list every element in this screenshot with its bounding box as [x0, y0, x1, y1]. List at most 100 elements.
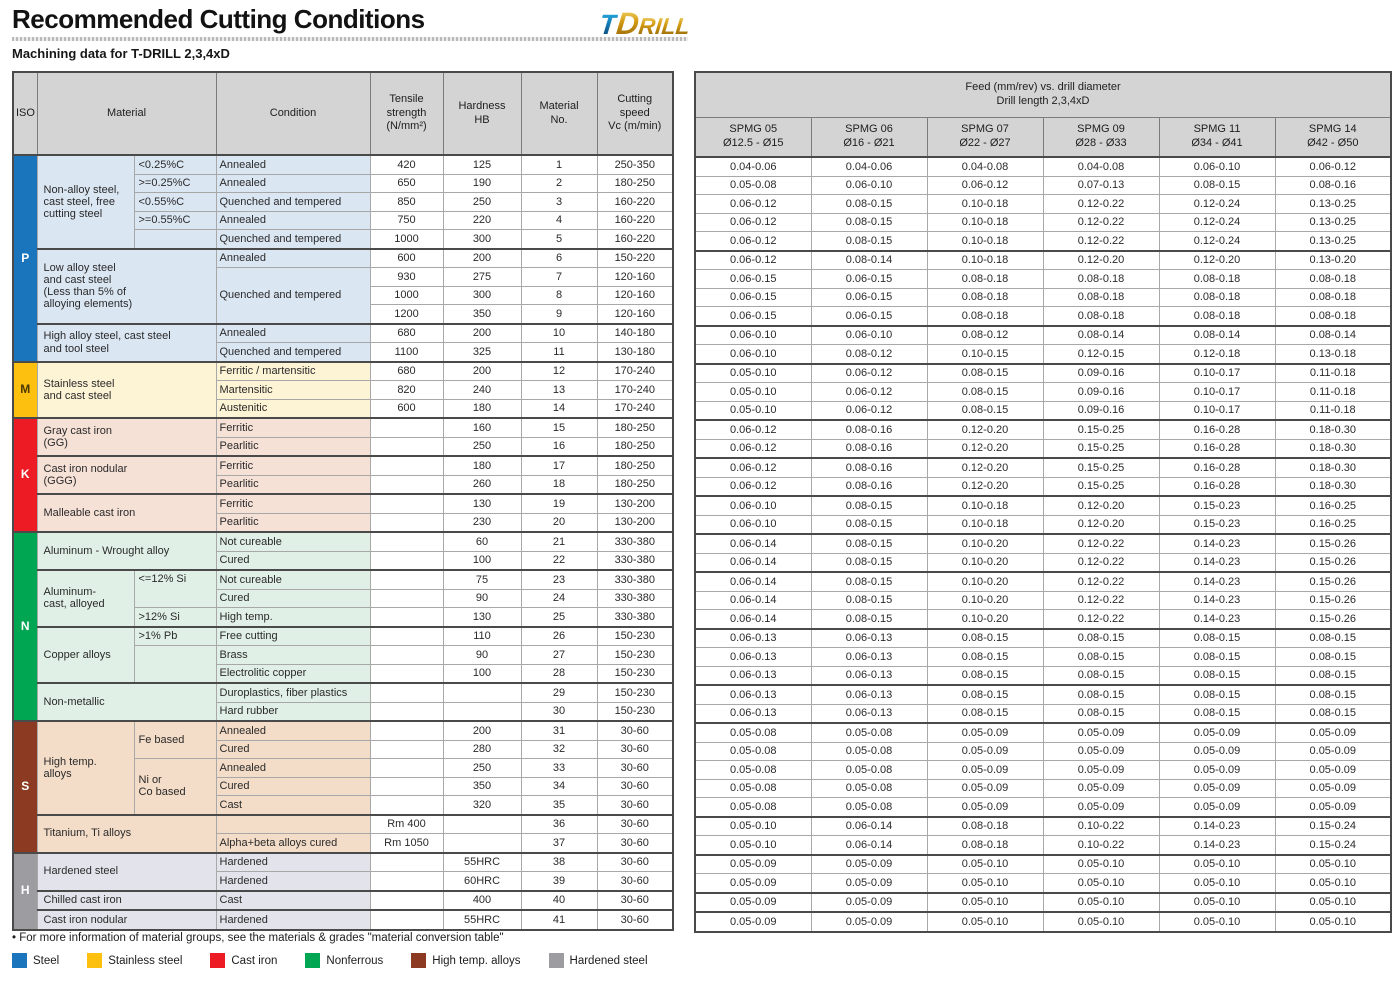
condition-cell: Free cutting — [215, 625, 371, 646]
hardness-cell: 325 — [442, 342, 522, 363]
feed-cell-spmg06: 0.05-0.08 — [810, 778, 928, 798]
legend-label: Hardened steel — [569, 954, 648, 967]
feed-cell-spmg11: 0.08-0.15 — [1158, 627, 1276, 648]
feed-cell-spmg09: 0.05-0.09 — [1042, 741, 1160, 761]
feed-cell-spmg09: 0.15-0.25 — [1042, 476, 1160, 497]
material-row-40: Chilled cast iron Cast 400 40 30-60 — [13, 889, 674, 911]
condition-cell: Quenched and tempered — [215, 267, 371, 324]
feed-cell-spmg09: 0.15-0.25 — [1042, 457, 1160, 478]
feed-cell-spmg05: 0.05-0.10 — [694, 400, 812, 421]
machining-data-table: ISO Material Condition Tensile strength … — [12, 71, 674, 931]
feed-row-23: 0.06-0.14 0.08-0.15 0.10-0.20 0.12-0.22 0.14… — [694, 571, 1392, 592]
legend-item: High temp. alloys — [411, 953, 521, 968]
tensile-cell: 820 — [369, 380, 444, 400]
tensile-cell — [369, 436, 444, 457]
tensile-cell — [369, 909, 444, 931]
feed-cell-spmg11: 0.08-0.18 — [1158, 287, 1276, 307]
feed-cell-spmg14: 0.08-0.18 — [1274, 269, 1392, 289]
feed-cell-spmg06: 0.06-0.12 — [810, 362, 928, 383]
condition-cell: Hardened — [215, 871, 371, 892]
tensile-cell: 600 — [369, 398, 444, 419]
feed-cell-spmg05: 0.06-0.13 — [694, 684, 812, 705]
feed-table-header-row: SPMG 05 Ø12.5 - Ø15 SPMG 06 Ø16 - Ø21 SPMG… — [694, 117, 1392, 158]
feed-cell-spmg14: 0.18-0.30 — [1274, 419, 1392, 440]
feed-cell-spmg05: 0.05-0.08 — [694, 797, 812, 818]
feed-cell-spmg11: 0.05-0.10 — [1158, 911, 1276, 933]
hardness-cell: 55HRC — [442, 851, 522, 872]
tensile-cell — [369, 682, 444, 703]
page-subtitle: Machining data for T-DRILL 2,3,4xD — [12, 46, 230, 61]
feed-cell-spmg06: 0.06-0.14 — [810, 815, 928, 836]
hardness-cell: 250 — [442, 758, 522, 778]
material-row-21: N Aluminum - Wrought alloy Not cureable 60 2… — [12, 531, 674, 722]
feed-row-24: 0.06-0.14 0.08-0.15 0.10-0.20 0.12-0.22 0.14… — [694, 590, 1392, 610]
feed-cell-spmg11: 0.05-0.09 — [1158, 778, 1276, 798]
legend-item: Hardened steel — [548, 953, 648, 968]
feed-row-32: 0.05-0.08 0.05-0.08 0.05-0.09 0.05-0.09 0.05… — [694, 741, 1392, 761]
feed-cell-spmg05: 0.05-0.08 — [694, 741, 812, 761]
cutting-speed-cell: 30-60 — [596, 720, 674, 741]
material-no-cell: 33 — [520, 758, 598, 778]
hardness-cell: 200 — [442, 322, 522, 343]
feed-cell-spmg14: 0.15-0.24 — [1274, 835, 1392, 856]
feed-cell-spmg11: 0.12-0.18 — [1158, 344, 1276, 365]
feed-cell-spmg06: 0.06-0.12 — [810, 382, 928, 402]
cutting-speed-cell: 180-250 — [596, 455, 674, 476]
feed-cell-spmg06: 0.06-0.15 — [810, 306, 928, 327]
condition-cell: Annealed — [215, 720, 371, 741]
spmg11-column-header: SPMG 11 Ø34 - Ø41 — [1158, 117, 1276, 158]
material-cell: Hardened steel — [36, 851, 217, 891]
feed-cell-spmg11: 0.08-0.15 — [1158, 665, 1276, 686]
tensile-cell — [369, 455, 444, 476]
feed-cell-spmg14: 0.08-0.18 — [1274, 306, 1392, 327]
condition-cell: Martensitic — [215, 380, 371, 400]
legend-label: Stainless steel — [108, 954, 183, 967]
material-row-14: Austenitic 600 180 14 170-240 — [13, 398, 674, 419]
feed-cell-spmg09: 0.12-0.22 — [1042, 552, 1160, 573]
cutting-speed-cell: 30-60 — [596, 813, 674, 834]
feed-cell-spmg07: 0.12-0.20 — [926, 419, 1044, 440]
feed-cell-spmg05: 0.06-0.10 — [694, 324, 812, 345]
feed-cell-spmg07: 0.08-0.15 — [926, 647, 1044, 667]
material-subgroup-cell: <=12% Si — [133, 569, 217, 608]
hardness-cell: 275 — [442, 267, 522, 287]
feed-row-14: 0.05-0.10 0.06-0.12 0.08-0.15 0.09-0.16 0.10… — [694, 400, 1392, 421]
material-no-cell: 10 — [520, 322, 598, 343]
hardness-cell: 100 — [442, 663, 522, 684]
cutting-speed-cell: 180-250 — [596, 417, 674, 438]
iso-band-K: K — [12, 417, 38, 533]
tensile-cell: 650 — [369, 173, 444, 193]
feed-cell-spmg11: 0.05-0.09 — [1158, 760, 1276, 780]
material-no-cell: 5 — [520, 229, 598, 250]
feed-cell-spmg09: 0.07-0.13 — [1042, 175, 1160, 195]
hardness-cell: 110 — [442, 625, 522, 646]
feed-cell-spmg07: 0.05-0.09 — [926, 741, 1044, 761]
feed-row-9: 0.06-0.15 0.06-0.15 0.08-0.18 0.08-0.18 0.08… — [694, 306, 1392, 327]
material-no-cell: 27 — [520, 645, 598, 665]
material-no-cell: 2 — [520, 173, 598, 193]
material-row-4: >=0.55%C Annealed 750 220 4 160-220 — [13, 210, 674, 230]
feed-cell-spmg06: 0.05-0.08 — [810, 722, 928, 743]
feed-cell-spmg05: 0.06-0.12 — [694, 419, 812, 440]
feed-cell-spmg09: 0.05-0.10 — [1042, 853, 1160, 874]
feed-cell-spmg05: 0.06-0.12 — [694, 231, 812, 252]
feed-cell-spmg06: 0.08-0.12 — [810, 344, 928, 365]
material-row-9: 1200 350 9 120-160 — [13, 304, 674, 325]
material-subgroup-cell: >1% Pb — [133, 625, 217, 646]
condition-cell: Annealed — [215, 173, 371, 193]
tensile-cell: 680 — [369, 322, 444, 343]
feed-cell-spmg14: 0.18-0.30 — [1274, 457, 1392, 478]
feed-row-25: 0.06-0.14 0.08-0.15 0.10-0.20 0.12-0.22 0.14… — [694, 609, 1392, 630]
cutting-speed-cell: 330-380 — [596, 588, 674, 608]
cutting-speed-cell: 180-250 — [596, 173, 674, 193]
feed-cell-spmg11: 0.10-0.17 — [1158, 362, 1276, 383]
hardness-cell: 220 — [442, 210, 522, 230]
material-subgroup-cell: >=0.55%C — [133, 210, 217, 230]
feed-cell-spmg11: 0.08-0.18 — [1158, 269, 1276, 289]
cutting-speed-cell: 140-180 — [596, 322, 674, 343]
feed-cell-spmg05: 0.06-0.12 — [694, 194, 812, 214]
feed-cell-spmg06: 0.06-0.13 — [810, 684, 928, 705]
feed-row-8: 0.06-0.15 0.06-0.15 0.08-0.18 0.08-0.18 0.08… — [694, 287, 1392, 307]
material-subgroup-cell: Fe based — [133, 720, 217, 759]
feed-cell-spmg06: 0.08-0.15 — [810, 231, 928, 252]
